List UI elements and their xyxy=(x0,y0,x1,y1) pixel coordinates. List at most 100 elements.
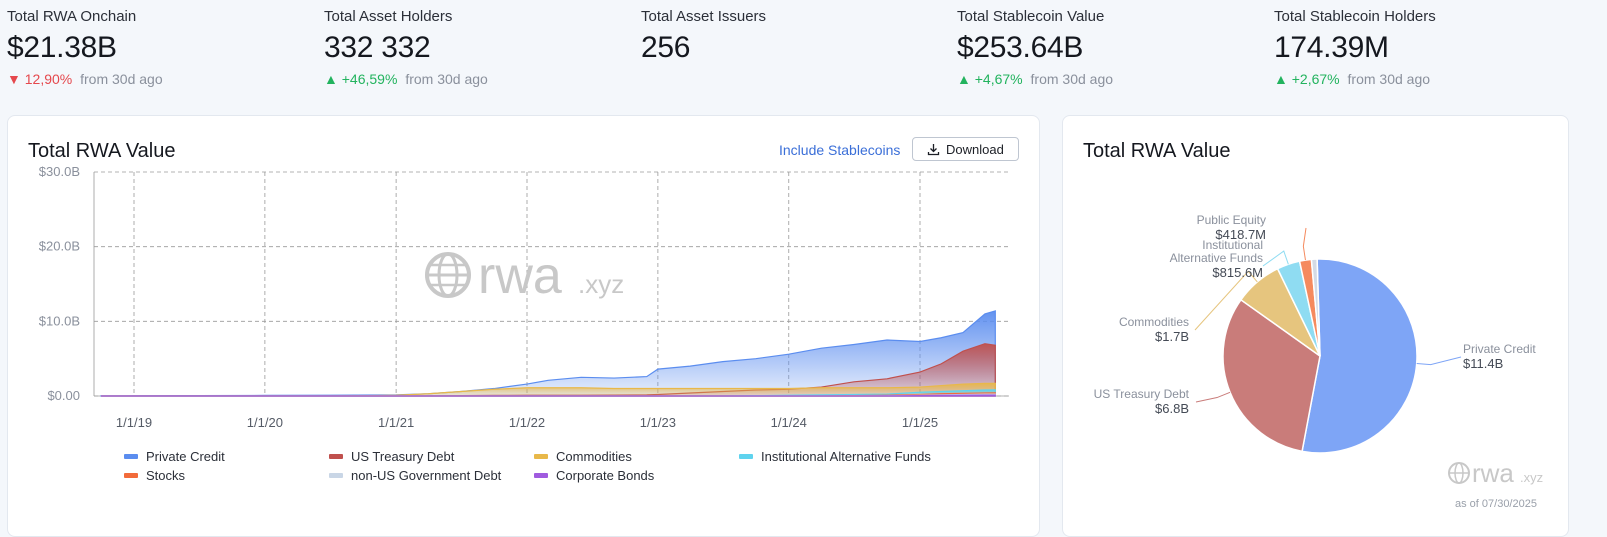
legend-swatch xyxy=(329,454,343,459)
legend-swatch xyxy=(329,473,343,478)
watermark-text: rwa xyxy=(478,247,562,305)
pie-slice-private-credit[interactable] xyxy=(1301,258,1418,454)
stat-change: +46,59% xyxy=(341,71,398,87)
legend-label: Corporate Bonds xyxy=(556,468,655,483)
stat-total-stablecoin-value: Total Stablecoin Value $253.64B ▲ +4,67%… xyxy=(957,8,1113,87)
watermark-text: rwa xyxy=(1472,458,1514,488)
pie-value-label: $11.4B xyxy=(1463,356,1503,371)
y-tick-label: $20.0B xyxy=(39,239,80,254)
globe-icon xyxy=(1448,462,1470,484)
pie-chart-card: Total RWA Value Private Credit $11.4B US T… xyxy=(1062,115,1569,537)
up-arrow-icon: ▲ xyxy=(1274,71,1288,87)
legend-swatch xyxy=(739,454,753,459)
legend-item-commodities[interactable]: Commodities xyxy=(534,449,632,464)
x-tick-label: 1/1/24 xyxy=(771,415,807,430)
area-chart: rwa .xyz $0.00 $10.0B $20.0B $30.0B 1/1/19 1/… xyxy=(39,164,1009,430)
stat-change: +4,67% xyxy=(974,71,1023,87)
legend-swatch xyxy=(124,454,138,459)
legend-label: Institutional Alternative Funds xyxy=(761,449,931,464)
y-tick-label: $30.0B xyxy=(39,164,80,179)
chart-axes: $0.00 $10.0B $20.0B $30.0B 1/1/19 1/1/20 1/1/2… xyxy=(39,164,938,430)
stat-value: 256 xyxy=(641,31,691,64)
pie-slice-other[interactable] xyxy=(1310,258,1321,357)
stat-delta: ▼ 12,90% from 30d ago xyxy=(7,71,163,87)
stat-label: Total Asset Holders xyxy=(324,8,453,25)
download-button[interactable]: Download xyxy=(912,137,1019,161)
pie-callout-line xyxy=(1416,356,1462,366)
up-arrow-icon: ▲ xyxy=(324,71,338,87)
stat-total-asset-holders: Total Asset Holders 332 332 ▲ +46,59% fr… xyxy=(324,8,488,87)
stat-value: 174.39M xyxy=(1274,31,1389,64)
legend-item-corporate-bonds[interactable]: Corporate Bonds xyxy=(534,468,654,483)
include-stablecoins-toggle[interactable]: Include Stablecoins xyxy=(779,142,901,158)
area-series-group xyxy=(100,310,996,397)
y-tick-label: $0.00 xyxy=(47,388,80,403)
stat-label: Total Asset Issuers xyxy=(641,8,767,25)
stat-delta: ▲ +46,59% from 30d ago xyxy=(324,71,488,87)
card-title: Total RWA Value xyxy=(28,140,176,162)
stat-change: +2,67% xyxy=(1291,71,1340,87)
stat-label: Total Stablecoin Holders xyxy=(1274,8,1436,25)
watermark-suffix: .xyz xyxy=(1520,470,1543,485)
stat-label: Total Stablecoin Value xyxy=(957,8,1105,25)
legend-label: US Treasury Debt xyxy=(351,449,455,464)
stat-value: $21.38B xyxy=(7,31,117,64)
stat-delta: ▲ +4,67% from 30d ago xyxy=(957,71,1113,87)
area-series-private-credit[interactable] xyxy=(100,310,996,397)
stat-change-suffix: from 30d ago xyxy=(1347,71,1431,87)
legend-item-us-treasury-debt[interactable]: US Treasury Debt xyxy=(329,449,454,464)
area-chart-legend: Private Credit US Treasury Debt Commodit… xyxy=(8,449,1039,499)
as-of-date: as of 07/30/2025 xyxy=(1455,498,1537,510)
area-chart-card: Total RWA Value Include Stablecoins Down… xyxy=(7,115,1040,537)
area-series-corporate-bonds[interactable] xyxy=(101,394,996,397)
x-tick-label: 1/1/25 xyxy=(902,415,938,430)
legend-item-stocks[interactable]: Stocks xyxy=(124,468,185,483)
legend-swatch xyxy=(124,473,138,478)
pie-label: US Treasury Debt xyxy=(1094,387,1190,401)
stat-delta: ▲ +2,67% from 30d ago xyxy=(1274,71,1436,87)
pie-label: Alternative Funds xyxy=(1170,251,1263,265)
pie-value-label: $1.7B xyxy=(1155,329,1189,344)
pie-slices-group xyxy=(1222,258,1418,454)
legend-label: Stocks xyxy=(146,468,186,483)
legend-label: non-US Government Debt xyxy=(351,468,502,483)
pie-callouts-group: Private Credit$11.4B US Treasury Debt$6.8… xyxy=(1094,213,1537,416)
legend-label: Private Credit xyxy=(146,449,225,464)
pie-label: Private Credit xyxy=(1463,342,1536,356)
stat-change-suffix: from 30d ago xyxy=(1030,71,1114,87)
download-label: Download xyxy=(946,141,1004,157)
x-tick-label: 1/1/22 xyxy=(509,415,545,430)
legend-item-non-us-government-debt[interactable]: non-US Government Debt xyxy=(329,468,501,483)
watermark-suffix: .xyz xyxy=(578,269,624,299)
stat-total-asset-issuers: Total Asset Issuers 256 xyxy=(641,8,766,65)
stat-change-suffix: from 30d ago xyxy=(80,71,163,87)
rwa-watermark: rwa .xyz xyxy=(1448,458,1543,488)
legend-item-institutional-alternative-funds[interactable]: Institutional Alternative Funds xyxy=(739,449,931,464)
stat-label: Total RWA Onchain xyxy=(7,8,137,25)
pie-value-label: $418.7M xyxy=(1215,227,1266,242)
legend-swatch xyxy=(534,454,548,459)
pie-value-label: $815.6M xyxy=(1212,265,1263,280)
y-tick-label: $10.0B xyxy=(39,313,80,328)
pie-callout-line xyxy=(1302,227,1307,261)
x-tick-label: 1/1/20 xyxy=(247,415,283,430)
pie-label: Commodities xyxy=(1119,315,1189,329)
stats-row: Total RWA Onchain $21.38B ▼ 12,90% from … xyxy=(0,0,1607,110)
pie-callout-line xyxy=(1194,270,1258,331)
globe-icon xyxy=(425,252,471,298)
up-arrow-icon: ▲ xyxy=(957,71,971,87)
x-tick-label: 1/1/19 xyxy=(116,415,152,430)
download-icon xyxy=(927,143,940,155)
pie-value-label: $6.8B xyxy=(1155,401,1189,416)
stat-total-rwa-onchain: Total RWA Onchain $21.38B ▼ 12,90% from … xyxy=(7,8,163,87)
stat-value: $253.64B xyxy=(957,31,1084,64)
legend-swatch xyxy=(534,473,548,478)
x-tick-label: 1/1/23 xyxy=(640,415,676,430)
legend-item-private-credit[interactable]: Private Credit xyxy=(124,449,225,464)
stat-value: 332 332 xyxy=(324,31,431,64)
stat-change: 12,90% xyxy=(24,71,73,87)
pie-label: Institutional xyxy=(1202,238,1263,252)
down-arrow-icon: ▼ xyxy=(7,71,21,87)
stat-total-stablecoin-holders: Total Stablecoin Holders 174.39M ▲ +2,67… xyxy=(1274,8,1436,87)
pie-callout-line xyxy=(1195,391,1231,403)
